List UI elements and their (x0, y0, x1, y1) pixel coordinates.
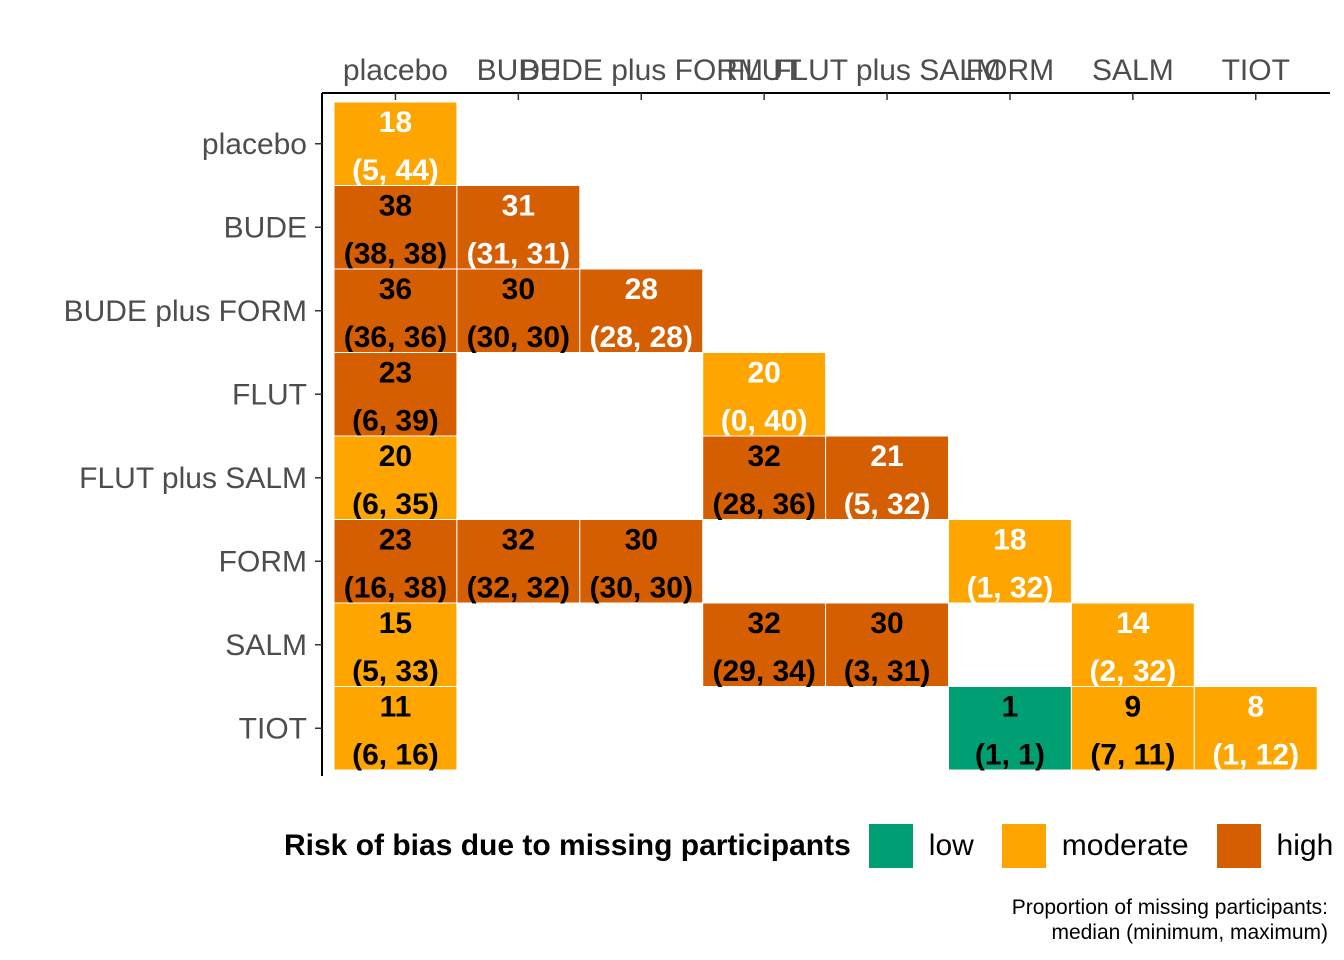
cell-range-label: (6, 16) (352, 739, 439, 772)
cell-range-label: (36, 36) (344, 321, 447, 354)
heatmap-cell (1070, 686, 1195, 771)
legend-key-low (868, 824, 913, 868)
x-tick-label: FLUT plus SALM (773, 54, 1001, 87)
heatmap-cell (456, 185, 581, 270)
cell-range-label: (3, 31) (844, 655, 931, 688)
cell-median-label: 23 (379, 357, 412, 390)
y-tick-label: BUDE (224, 211, 307, 244)
heatmap-cell (333, 602, 458, 687)
cell-median-label: 38 (379, 190, 412, 223)
x-tick-label: placebo (343, 54, 448, 87)
heatmap-cell (333, 101, 458, 186)
legend-label-high: high (1276, 829, 1334, 862)
cell-median-label: 18 (993, 524, 1026, 557)
heatmap-cell (456, 519, 581, 604)
legend-key-high (1216, 824, 1261, 868)
heatmap-cell (948, 519, 1072, 604)
caption-line-2: median (minimum, maximum) (1051, 921, 1328, 944)
cell-range-label: (1, 12) (1212, 739, 1299, 772)
cell-range-label: (32, 32) (467, 572, 570, 605)
cell-range-label: (1, 1) (975, 739, 1045, 772)
legend-label-low: low (928, 829, 974, 862)
cell-range-label: (28, 28) (590, 321, 693, 354)
heatmap-cell (579, 268, 704, 353)
legend: Risk of bias due to missing participants… (284, 824, 1344, 868)
legend-title: Risk of bias due to missing participants (284, 829, 851, 862)
cell-range-label: (2, 32) (1089, 655, 1176, 688)
y-tick-label: BUDE plus FORM (64, 295, 307, 328)
cell-range-label: (6, 35) (352, 488, 439, 521)
heatmap-cell (702, 435, 827, 520)
y-tick-label: TIOT (239, 712, 307, 745)
cell-range-label: (31, 31) (467, 238, 570, 271)
heatmap-cell (948, 686, 1072, 771)
cell-median-label: 31 (502, 190, 535, 223)
cell-range-label: (29, 34) (712, 655, 815, 688)
cell-range-label: (30, 30) (467, 321, 570, 354)
cell-range-label: (5, 32) (844, 488, 931, 521)
cell-range-label: (7, 11) (1090, 739, 1175, 772)
cell-median-label: 28 (625, 273, 658, 306)
y-tick-label: placebo (202, 128, 307, 161)
caption-line-1: Proportion of missing participants: (1011, 896, 1328, 919)
heatmap-cell (1193, 686, 1318, 771)
cell-median-label: 18 (379, 106, 412, 139)
cell-median-label: 30 (502, 273, 535, 306)
legend-label-moderate: moderate (1061, 829, 1189, 862)
cell-median-label: 32 (502, 524, 535, 557)
cell-median-label: 30 (870, 607, 903, 640)
caption: Proportion of missing participants: medi… (1012, 895, 1328, 945)
cell-median-label: 36 (379, 273, 412, 306)
cell-median-label: 21 (870, 440, 903, 473)
cell-median-label: 11 (380, 691, 412, 724)
cell-median-label: 20 (379, 440, 412, 473)
x-tick-label: TIOT (1222, 54, 1290, 87)
cell-median-label: 9 (1125, 691, 1142, 724)
heatmap-cell (825, 602, 949, 687)
heatmap-cell (333, 686, 458, 771)
cell-median-label: 32 (747, 440, 780, 473)
y-tick-label: FLUT (232, 378, 307, 411)
cell-median-label: 15 (379, 607, 412, 640)
y-tick-label: FORM (219, 545, 307, 578)
cell-range-label: (28, 36) (712, 488, 815, 521)
y-tick-label: FLUT plus SALM (79, 462, 307, 495)
heatmap-cell (702, 352, 827, 437)
legend-key-moderate (1001, 824, 1046, 868)
cell-range-label: (6, 39) (352, 405, 439, 438)
cell-median-label: 20 (747, 357, 780, 390)
cell-range-label: (5, 44) (352, 154, 439, 187)
cell-range-label: (1, 32) (967, 572, 1054, 605)
y-tick-label: SALM (225, 629, 307, 662)
heatmap-cell (702, 602, 827, 687)
x-tick-label: FORM (966, 54, 1054, 87)
cell-median-label: 30 (625, 524, 658, 557)
heatmap-cell (825, 435, 949, 520)
cell-median-label: 1 (1002, 691, 1019, 724)
cell-median-label: 8 (1247, 691, 1264, 724)
cell-range-label: (38, 38) (344, 238, 447, 271)
legend-item-low: low (868, 824, 974, 868)
heatmap-cell (333, 435, 458, 520)
cell-median-label: 32 (747, 607, 780, 640)
cell-median-label: 23 (379, 524, 412, 557)
x-tick-label: FLUT (727, 54, 802, 87)
x-tick-label: SALM (1092, 54, 1174, 87)
cell-median-label: 14 (1116, 607, 1150, 640)
cell-range-label: (30, 30) (590, 572, 693, 605)
legend-item-moderate: moderate (1001, 824, 1189, 868)
cell-range-label: (16, 38) (344, 572, 447, 605)
heatmap-cell (333, 519, 458, 604)
heatmap-cell (456, 268, 581, 353)
x-tick-label: BUDE (477, 54, 560, 87)
cell-range-label: (0, 40) (721, 405, 808, 438)
heatmap-cell (579, 519, 704, 604)
x-tick-label: BUDE plus FORM (520, 54, 763, 87)
heatmap-cell (333, 268, 458, 353)
legend-item-high: high (1216, 824, 1334, 868)
heatmap-cell (1070, 602, 1195, 687)
cell-range-label: (5, 33) (352, 655, 439, 688)
